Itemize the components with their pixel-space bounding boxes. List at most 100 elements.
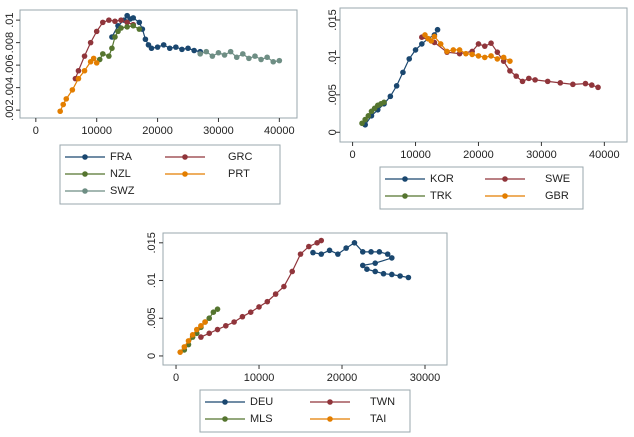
series-line [200,239,322,338]
data-point [450,47,457,53]
x-tick-label: 0 [173,372,179,384]
x-tick-label: 30000 [410,372,441,384]
data-point [256,304,262,310]
data-point [118,17,124,23]
data-point [544,78,551,85]
legend-marker [327,416,333,422]
data-point [364,266,370,273]
legend-label: SWZ [110,185,135,197]
data-point [206,330,213,337]
x-tick-label: 0 [33,125,39,137]
x-tick-label: 20000 [142,125,173,137]
legend-marker [82,154,88,160]
data-point [233,54,240,61]
data-point [500,54,507,61]
data-point [198,322,204,329]
data-point [166,45,173,52]
y-tick-label: .005 [327,84,339,105]
y-tick-label: 0 [327,129,339,135]
data-point [397,273,403,279]
data-point [526,75,532,82]
data-point [419,41,425,47]
data-point [297,251,304,257]
data-point [258,56,264,63]
data-point [118,25,124,31]
legend-marker [182,154,188,160]
legend-label: TWN [370,396,395,408]
data-point [406,56,413,62]
y-tick-label: .002 [4,99,16,120]
data-point [214,326,221,333]
x-tick-label: 10000 [81,125,112,137]
data-point [60,101,67,108]
data-point [231,319,237,325]
data-point [185,338,192,344]
y-tick-label: .015 [327,9,339,30]
legend-label: PRT [228,168,250,180]
data-point [422,32,428,38]
data-point [310,249,316,256]
data-point [57,108,63,115]
legend-label: TRK [430,190,453,202]
data-point [63,96,70,102]
data-point [588,82,595,88]
data-point [494,56,501,62]
legend-label: SWE [545,173,570,185]
data-point [389,271,395,278]
legend-marker [222,416,228,422]
data-point [437,41,444,47]
data-point [209,53,216,59]
data-point [570,81,576,88]
data-point [130,22,137,29]
data-point [173,44,179,50]
data-point [372,268,379,275]
y-tick-label: .01 [327,50,339,65]
y-tick-label: .006 [4,54,16,75]
legend-marker [502,193,508,199]
y-tick-label: .015 [146,232,158,253]
data-point [223,322,229,329]
legend-box [199,389,411,433]
y-tick-label: .005 [146,308,158,329]
data-point [557,80,564,86]
data-point [359,120,365,127]
data-point [381,99,387,106]
data-point [372,260,379,266]
data-point [318,237,325,244]
y-tick-label: .01 [4,12,16,27]
data-point [494,49,501,55]
data-point [99,19,106,26]
data-point [335,251,341,257]
data-point [314,240,320,246]
data-point [444,48,450,55]
data-point [513,73,520,79]
data-point [124,19,130,26]
data-point [456,47,463,53]
data-point [206,315,213,322]
data-point [519,78,526,85]
data-point [365,112,372,119]
data-point [431,33,438,40]
legend-marker [82,188,88,194]
data-point [148,45,155,52]
data-point [281,283,287,290]
data-point [595,84,601,91]
data-point [252,53,258,59]
data-point [582,80,589,87]
data-point [434,26,441,33]
data-point [191,47,197,54]
data-point [93,60,100,66]
legend-label: NZL [110,168,131,180]
legend-marker [82,171,88,177]
x-tick-label: 10000 [244,372,275,384]
data-point [359,262,366,269]
data-point [179,46,185,53]
data-point [189,332,196,338]
data-point [81,53,88,59]
data-point [69,87,76,93]
data-point [136,26,143,32]
data-point [99,51,106,57]
data-point [469,51,475,58]
data-point [154,44,161,50]
